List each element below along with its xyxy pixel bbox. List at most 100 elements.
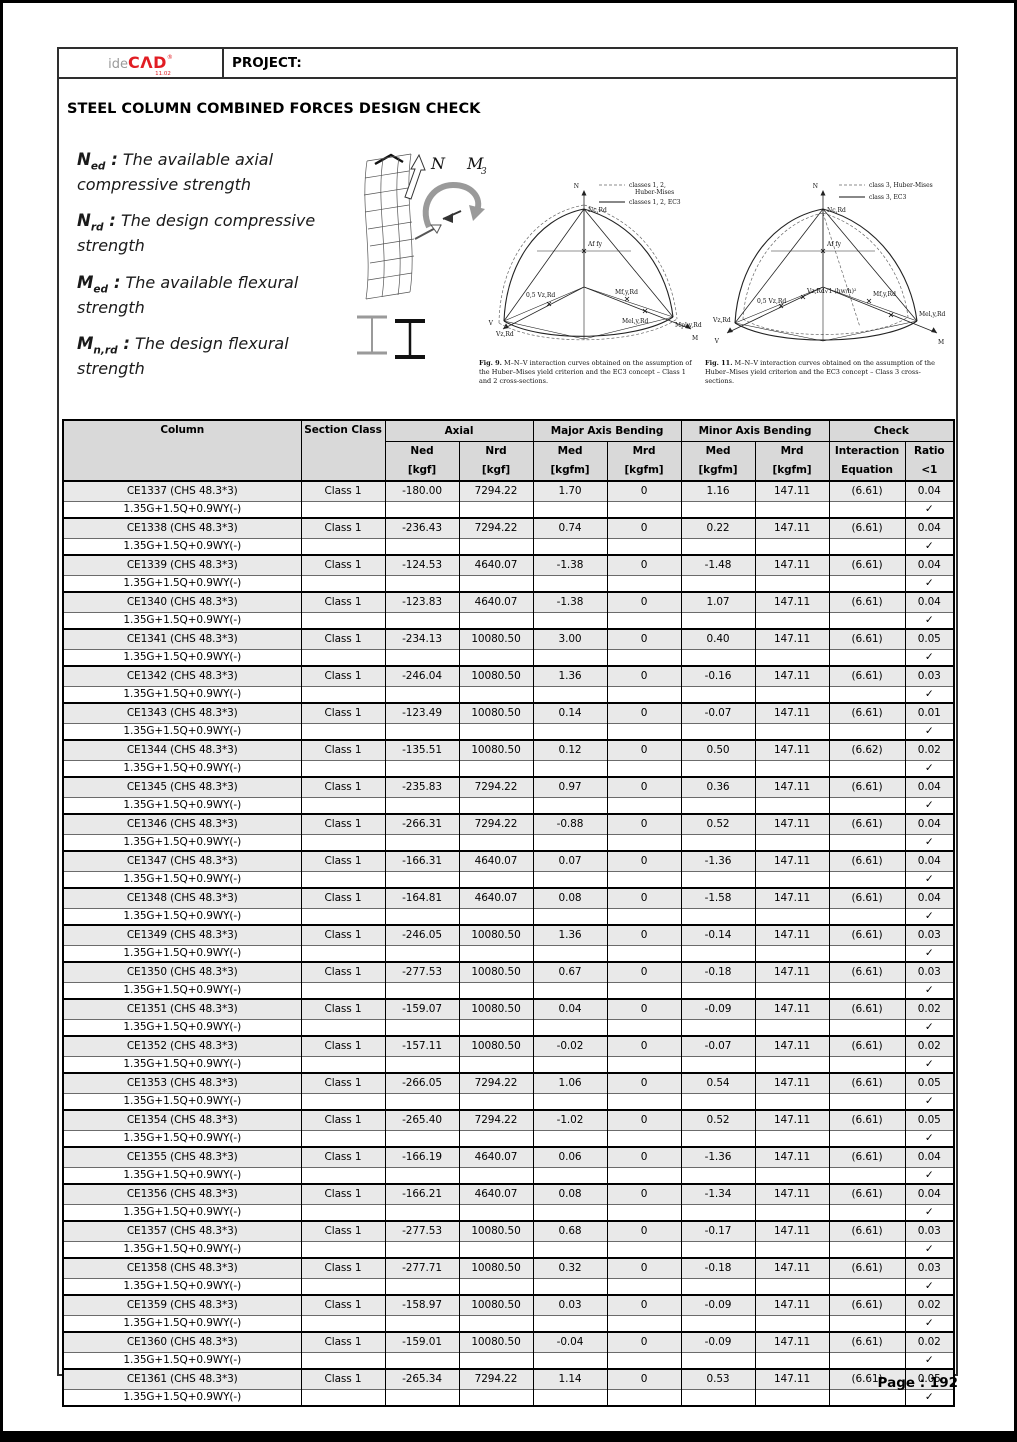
pass-check-icon: ✓ (904, 1129, 955, 1147)
med-major-cell: 0.68 (532, 1219, 608, 1241)
ratio-cell: 0.03 (904, 664, 955, 686)
load-combination-cell: 1.35G+1.5Q+0.9WY(-) (62, 1129, 302, 1147)
table-row-combination: 1.35G+1.5Q+0.9WY(-) ✓ (62, 1055, 955, 1073)
col-header-med-minor: Med [kgfm] (680, 441, 756, 481)
table-row-member: CE1350 (CHS 48.3*3) Class 1 -277.53 1008… (62, 960, 955, 982)
med-major-cell: 1.36 (532, 664, 608, 686)
ratio-cell: 0.04 (904, 812, 955, 834)
ratio-cell: 0.03 (904, 1256, 955, 1278)
med-major-cell: -0.02 (532, 1034, 608, 1056)
svg-text:Huber-Mises: Huber-Mises (635, 189, 674, 196)
med-minor-cell: 0.54 (680, 1071, 756, 1093)
med-minor-cell: -0.07 (680, 1034, 756, 1056)
med-major-cell: -0.04 (532, 1330, 608, 1352)
figure-11: N V M Nc,Rd Af fy Vz,Rd√1-(hw/h)² 0,5 Vz… (705, 175, 957, 385)
pass-check-icon: ✓ (904, 833, 955, 851)
col-header-med-major: Med [kgfm] (532, 441, 608, 481)
med-minor-cell: -1.58 (680, 886, 756, 908)
svg-text:class 3, Huber-Mises: class 3, Huber-Mises (869, 182, 933, 189)
fig11-legend: class 3, Huber-Mises class 3, EC3 (839, 182, 933, 201)
table-row-member: CE1341 (CHS 48.3*3) Class 1 -234.13 1008… (62, 627, 955, 649)
colon: : (123, 333, 130, 353)
load-combination-cell: 1.35G+1.5Q+0.9WY(-) (62, 500, 302, 518)
med-major-cell: 0.74 (532, 516, 608, 538)
med-major-cell: 3.00 (532, 627, 608, 649)
equation-cell: (6.61) (828, 886, 906, 908)
med-minor-cell: 1.16 (680, 479, 756, 501)
col-group-check: Check (828, 420, 955, 442)
pass-check-icon: ✓ (904, 500, 955, 518)
svg-text:Mpl,y,Rd: Mpl,y,Rd (675, 322, 702, 329)
table-row-combination: 1.35G+1.5Q+0.9WY(-) ✓ (62, 1129, 955, 1147)
logo-registered-mark: ® (166, 54, 173, 61)
pass-check-icon: ✓ (904, 1277, 955, 1295)
nrd-cell: 10080.50 (458, 997, 534, 1019)
mrd-major-cell: 0 (606, 1108, 682, 1130)
table-row-member: CE1355 (CHS 48.3*3) Class 1 -166.19 4640… (62, 1145, 955, 1167)
figure-9: N V M Nc,Rd Af fy 0,5 Vz,Rd Vz,Rd Mf,y,R… (479, 175, 707, 385)
svg-text:Mel,y,Rd: Mel,y,Rd (622, 318, 649, 325)
ratio-cell: 0.04 (904, 590, 955, 612)
mrd-major-cell: 0 (606, 1182, 682, 1204)
fig9-interaction-diagram: N V M Nc,Rd Af fy 0,5 Vz,Rd Vz,Rd Mf,y,R… (488, 182, 702, 342)
member-name-cell: CE1348 (CHS 48.3*3) (62, 886, 302, 908)
pass-check-icon: ✓ (904, 944, 955, 962)
load-combination-cell: 1.35G+1.5Q+0.9WY(-) (62, 722, 302, 740)
med-minor-cell: -0.18 (680, 960, 756, 982)
section-class-cell: Class 1 (300, 1219, 386, 1241)
table-row-combination: 1.35G+1.5Q+0.9WY(-) ✓ (62, 1018, 955, 1036)
table-row-member: CE1348 (CHS 48.3*3) Class 1 -164.81 4640… (62, 886, 955, 908)
member-name-cell: CE1358 (CHS 48.3*3) (62, 1256, 302, 1278)
i-section-icon (357, 315, 425, 359)
load-combination-cell: 1.35G+1.5Q+0.9WY(-) (62, 1092, 302, 1110)
med-major-cell: 0.07 (532, 849, 608, 871)
section-class-cell: Class 1 (300, 849, 386, 871)
axis-n-label: N (813, 183, 818, 190)
member-name-cell: CE1342 (CHS 48.3*3) (62, 664, 302, 686)
idecad-logo: ideCΛD® 11.02 (108, 54, 173, 77)
mrd-minor-cell: 147.11 (754, 590, 830, 612)
equation-cell: (6.61) (828, 849, 906, 871)
mrd-major-cell: 0 (606, 886, 682, 908)
symbol: N (77, 150, 91, 169)
section-class-cell: Class 1 (300, 553, 386, 575)
med-minor-cell: -0.07 (680, 701, 756, 723)
mrd-minor-cell: 147.11 (754, 664, 830, 686)
equation-cell: (6.61) (828, 701, 906, 723)
med-minor-cell: -0.17 (680, 1219, 756, 1241)
axis-m-label: M (692, 335, 698, 342)
content-frame: ideCΛD® 11.02 PROJECT: STEEL COLUMN COMB… (57, 47, 958, 1407)
svg-text:0,5 Vz,Rd: 0,5 Vz,Rd (757, 298, 786, 305)
symbol-subscript: rd (90, 221, 104, 234)
equation-cell: (6.61) (828, 479, 906, 501)
mrd-minor-cell: 147.11 (754, 775, 830, 797)
table-row-combination: 1.35G+1.5Q+0.9WY(-) ✓ (62, 944, 955, 962)
axis-v-label: V (714, 338, 720, 345)
pass-check-icon: ✓ (904, 1351, 955, 1369)
mrd-minor-cell: 147.11 (754, 1145, 830, 1167)
med-major-cell: 0.67 (532, 960, 608, 982)
mrd-major-cell: 0 (606, 516, 682, 538)
svg-text:Vz,Rd√1-(hw/h)²: Vz,Rd√1-(hw/h)² (806, 288, 857, 295)
sketch-m-subscript: 3 (481, 167, 487, 177)
nrd-cell: 7294.22 (458, 1108, 534, 1130)
mrd-major-cell: 0 (606, 775, 682, 797)
svg-text:Vz,Rd: Vz,Rd (712, 317, 731, 324)
axis-v-label: V (488, 320, 494, 327)
col-group-minor-bending: Minor Axis Bending (680, 420, 830, 442)
fig11-interaction-diagram: N V M Nc,Rd Af fy Vz,Rd√1-(hw/h)² 0,5 Vz… (712, 182, 946, 346)
section-class-cell: Class 1 (300, 516, 386, 538)
table-row-member: CE1353 (CHS 48.3*3) Class 1 -266.05 7294… (62, 1071, 955, 1093)
pass-check-icon: ✓ (904, 1314, 955, 1332)
member-name-cell: CE1357 (CHS 48.3*3) (62, 1219, 302, 1241)
colon: : (109, 211, 116, 231)
col-header-ned: Ned [kgf] (384, 441, 460, 481)
svg-text:Af fy: Af fy (826, 241, 842, 248)
mrd-major-cell: 0 (606, 1034, 682, 1056)
ratio-cell: 0.02 (904, 1293, 955, 1315)
section-class-cell: Class 1 (300, 701, 386, 723)
ned-cell: -234.13 (384, 627, 460, 649)
nrd-cell: 7294.22 (458, 1367, 534, 1389)
table-row-combination: 1.35G+1.5Q+0.9WY(-) ✓ (62, 685, 955, 703)
med-minor-cell: -0.14 (680, 923, 756, 945)
